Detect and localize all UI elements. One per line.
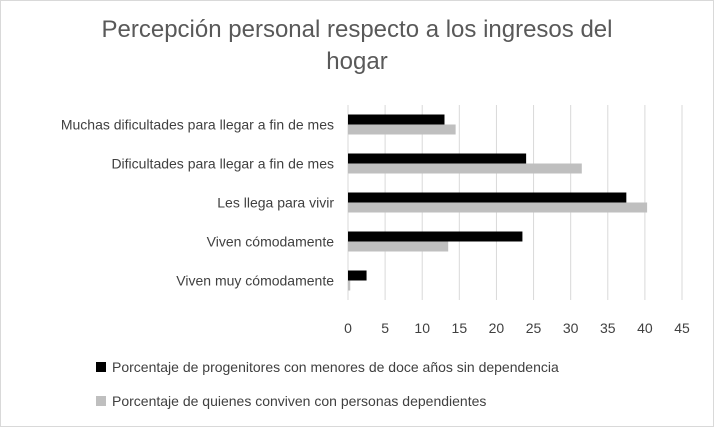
x-tick-label-25: 25	[526, 320, 542, 336]
legend-swatch-series-1	[96, 362, 106, 372]
bar-series-1-cat-3	[348, 231, 523, 242]
x-tick-label-20: 20	[489, 320, 505, 336]
bar-series-2-cat-0	[348, 124, 456, 135]
legend-label-series-2: Porcentaje de quienes conviven con perso…	[112, 393, 487, 409]
bars	[348, 114, 648, 291]
bar-series-2-cat-1	[348, 163, 582, 174]
legend-swatch-series-2	[96, 396, 106, 406]
x-tick-label-10: 10	[414, 320, 430, 336]
chart-title-line-2: hogar	[326, 48, 388, 75]
x-tick-label-45: 45	[674, 320, 690, 336]
bar-series-1-cat-1	[348, 153, 527, 164]
legend: Porcentaje de progenitores con menores d…	[96, 356, 559, 424]
x-tick-label-5: 5	[381, 320, 389, 336]
x-tick-label-40: 40	[637, 320, 653, 336]
x-tick-labels: 0 5 10 15 20 25 30 35 40 45	[344, 320, 690, 336]
bar-series-2-cat-4	[348, 280, 351, 291]
category-label-0: Muchas dificultades para llegar a fin de…	[61, 117, 334, 133]
chart-title-line-1: Percepción personal respecto a los ingre…	[101, 16, 613, 43]
bar-series-1-cat-0	[348, 114, 445, 125]
legend-label-series-1: Porcentaje de progenitores con menores d…	[112, 359, 559, 375]
x-tick-label-15: 15	[452, 320, 468, 336]
bar-series-2-cat-2	[348, 202, 648, 213]
category-label-3: Viven cómodamente	[207, 234, 335, 250]
bar-series-2-cat-3	[348, 241, 449, 252]
x-tick-label-0: 0	[344, 320, 352, 336]
chart-title: Percepción personal respecto a los ingre…	[0, 14, 714, 78]
bar-series-1-cat-2	[348, 192, 627, 203]
x-tick-label-30: 30	[563, 320, 579, 336]
category-label-4: Viven muy cómodamente	[176, 273, 334, 289]
x-tick-label-35: 35	[600, 320, 616, 336]
legend-item-series-1: Porcentaje de progenitores con menores d…	[96, 356, 559, 378]
bar-chart: Muchas dificultades para llegar a fin de…	[61, 105, 690, 336]
legend-item-series-2: Porcentaje de quienes conviven con perso…	[96, 390, 559, 412]
category-labels: Muchas dificultades para llegar a fin de…	[61, 117, 334, 289]
category-label-1: Dificultades para llegar a fin de mes	[111, 156, 334, 172]
category-label-2: Les llega para vivir	[217, 195, 334, 211]
bar-series-1-cat-4	[348, 270, 367, 281]
